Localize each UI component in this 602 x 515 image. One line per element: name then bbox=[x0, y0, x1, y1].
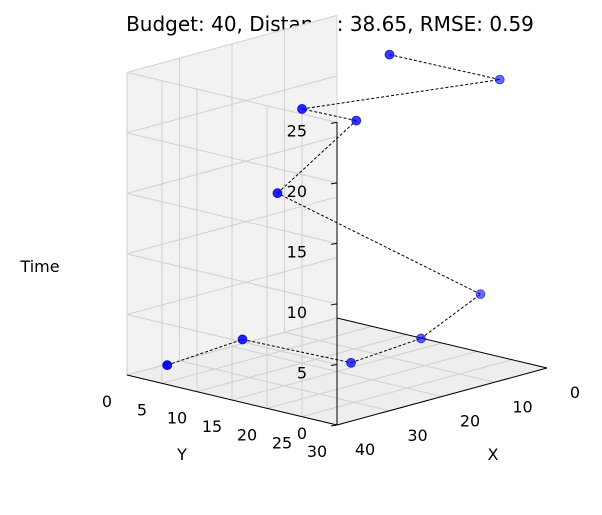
chart-gridlines bbox=[126, 14, 548, 426]
path-segment bbox=[389, 54, 500, 81]
y-axis-label: Y bbox=[176, 445, 187, 464]
z-tick-mark bbox=[330, 363, 338, 366]
gridline-wall-z-right bbox=[126, 14, 338, 73]
y-tick-label: 10 bbox=[167, 409, 187, 428]
data-point bbox=[494, 74, 505, 85]
gridline-wall-z-right bbox=[126, 75, 338, 134]
z-tick-label: 0 bbox=[297, 424, 307, 443]
y-tick-label: 30 bbox=[307, 442, 327, 461]
gridline-wall-z-left bbox=[126, 71, 338, 123]
gridline-wall-z-left bbox=[126, 192, 338, 244]
x-axis-label: X bbox=[488, 445, 499, 464]
z-tick-label: 15 bbox=[287, 242, 307, 261]
path-segment bbox=[301, 79, 500, 110]
chart-path bbox=[167, 54, 500, 366]
gridline-wall-z-right bbox=[126, 196, 338, 255]
data-point bbox=[162, 360, 173, 371]
data-point bbox=[297, 104, 307, 114]
z-tick-mark bbox=[330, 121, 338, 124]
x-tick-label: 10 bbox=[512, 397, 532, 416]
path-segment bbox=[420, 293, 481, 339]
data-point bbox=[384, 49, 395, 60]
x-tick-label: 30 bbox=[407, 426, 427, 445]
z-tick-mark bbox=[330, 424, 338, 427]
data-point bbox=[346, 357, 356, 368]
chart-axes bbox=[126, 122, 548, 426]
z-axis-label: Time bbox=[19, 257, 59, 276]
data-point bbox=[237, 334, 248, 345]
path-segment bbox=[301, 108, 357, 122]
data-point bbox=[272, 188, 283, 199]
x-tick-label: 20 bbox=[460, 412, 480, 431]
path-segment bbox=[350, 337, 422, 364]
y-tick-label: 25 bbox=[272, 434, 292, 453]
gridline-wall-z-right bbox=[126, 256, 338, 315]
y-tick-label: 15 bbox=[202, 417, 222, 436]
x-front-edge bbox=[336, 317, 548, 369]
path-segment bbox=[277, 192, 481, 295]
gridline-wall-z-right bbox=[126, 317, 338, 376]
gridline-wall-z-left bbox=[126, 313, 338, 365]
z-tick-mark bbox=[330, 182, 338, 185]
gridline-wall-z-left bbox=[126, 253, 338, 305]
z-tick-label: 5 bbox=[297, 363, 307, 382]
data-point bbox=[351, 115, 362, 126]
data-point bbox=[416, 333, 426, 344]
path-segment bbox=[277, 120, 357, 194]
data-point bbox=[475, 289, 486, 300]
path-segment bbox=[242, 338, 352, 364]
gridline-wall-z-left bbox=[126, 132, 338, 184]
y-axis-line-hidden bbox=[126, 374, 338, 426]
y-tick-label: 20 bbox=[237, 425, 257, 444]
x-tick-label: 40 bbox=[355, 440, 375, 459]
gridline-wall-z-right bbox=[126, 135, 338, 194]
y-tick-label: 0 bbox=[102, 392, 112, 411]
z-tick-mark bbox=[330, 303, 338, 306]
z-tick-mark bbox=[330, 242, 338, 245]
z-tick-label: 25 bbox=[287, 121, 307, 140]
path-segment bbox=[167, 338, 243, 366]
z-tick-label: 10 bbox=[287, 303, 307, 322]
y-tick-label: 5 bbox=[137, 400, 147, 419]
z-tick-label: 20 bbox=[287, 182, 307, 201]
x-tick-label: 0 bbox=[570, 383, 580, 402]
x-axis-line bbox=[336, 367, 548, 426]
chart-points bbox=[162, 49, 505, 371]
